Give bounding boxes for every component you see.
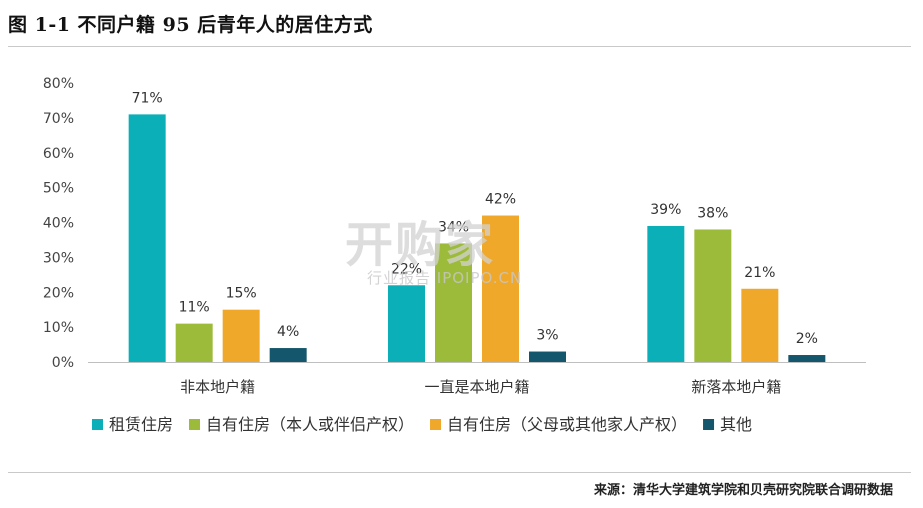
footer-divider: [8, 472, 911, 473]
y-tick-label: 70%: [43, 111, 74, 127]
data-label: 34%: [438, 219, 469, 235]
y-tick-label: 40%: [43, 216, 74, 232]
bar: [788, 355, 826, 362]
bar: [388, 285, 425, 362]
x-tick-label: 新落本地户籍: [691, 378, 781, 396]
chart-area: 0% 10% 20% 30% 40% 50% 60% 70% 80% 71% 11% 15% 4% 非本地…: [0, 60, 923, 470]
bar: [222, 309, 260, 362]
bar: [175, 323, 213, 362]
data-label: 11%: [179, 300, 210, 316]
legend-swatch: [703, 419, 715, 430]
data-label: 22%: [391, 261, 422, 277]
data-label: 2%: [796, 331, 818, 347]
bar: [647, 225, 685, 362]
bar-chart: 0% 10% 20% 30% 40% 50% 60% 70% 80% 71% 11% 15% 4% 非本地…: [43, 76, 866, 434]
x-tick-label: 一直是本地户籍: [424, 378, 529, 396]
y-tick-label: 0%: [52, 355, 74, 371]
legend-swatch: [92, 419, 103, 430]
legend-label: 租赁住房: [109, 415, 173, 434]
legend-label: 其他: [720, 415, 752, 434]
bar: [482, 215, 519, 362]
bar: [741, 288, 779, 362]
bar: [269, 348, 307, 362]
data-label: 21%: [744, 265, 775, 281]
legend-swatch: [430, 419, 442, 430]
legend-label: 自有住房（本人或伴侣产权）: [206, 415, 414, 434]
bar: [694, 229, 732, 362]
bar: [435, 243, 472, 362]
y-tick-label: 60%: [43, 146, 74, 162]
x-tick-label: 非本地户籍: [180, 378, 255, 396]
data-label: 38%: [697, 205, 728, 221]
bar: [128, 114, 166, 362]
data-label: 3%: [536, 328, 558, 344]
y-tick-label: 20%: [43, 285, 74, 301]
y-tick-label: 10%: [43, 320, 74, 336]
figure-title: 图 1-1 不同户籍 95 后青年人的居住方式: [8, 14, 373, 36]
y-tick-label: 50%: [43, 181, 74, 197]
y-tick-label: 30%: [43, 250, 74, 266]
data-label: 4%: [277, 324, 299, 340]
bar: [529, 351, 566, 362]
legend-label: 自有住房（父母或其他家人产权）: [447, 415, 687, 434]
title-divider: [8, 46, 911, 47]
data-label: 39%: [650, 202, 681, 218]
legend-swatch: [189, 419, 201, 430]
source-note: 来源：清华大学建筑学院和贝壳研究院联合调研数据: [593, 483, 893, 498]
data-label: 42%: [485, 192, 516, 208]
data-label: 71%: [132, 90, 163, 106]
data-label: 15%: [226, 286, 257, 302]
y-tick-label: 80%: [43, 76, 74, 92]
